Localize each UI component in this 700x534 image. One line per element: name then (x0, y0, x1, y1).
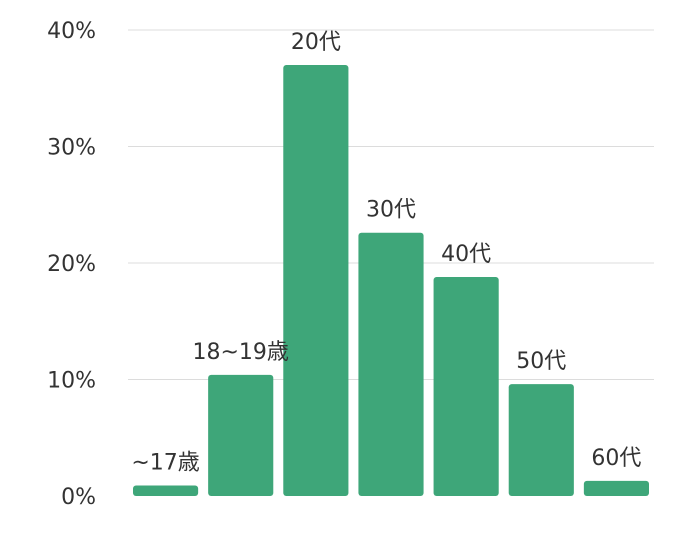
bar-category-label: 20代 (291, 30, 341, 55)
y-tick-label: 20% (47, 252, 96, 277)
bar-category-label: 18~19歳 (192, 340, 288, 365)
bar (283, 64, 349, 496)
bars (133, 64, 649, 496)
bar (508, 384, 574, 496)
y-tick-label: 10% (47, 369, 96, 394)
bar (433, 276, 499, 496)
bar (133, 485, 199, 496)
y-tick-label: 30% (47, 136, 96, 161)
y-tick-label: 40% (47, 19, 96, 44)
y-axis-ticks: 0% 10% 20% 30% 40% (47, 19, 96, 510)
bar-labels: ~17歳 18~19歳 20代 30代 40代 50代 60代 (131, 30, 641, 476)
y-tick-label: 0% (61, 485, 96, 510)
bar (358, 232, 424, 496)
bar-category-label: ~17歳 (131, 451, 199, 476)
bar-category-label: 50代 (516, 349, 566, 374)
bar-category-label: 60代 (591, 446, 641, 471)
bar-category-label: 30代 (366, 198, 416, 223)
bar (583, 480, 649, 496)
bar-category-label: 40代 (441, 242, 491, 267)
bar (208, 374, 274, 496)
